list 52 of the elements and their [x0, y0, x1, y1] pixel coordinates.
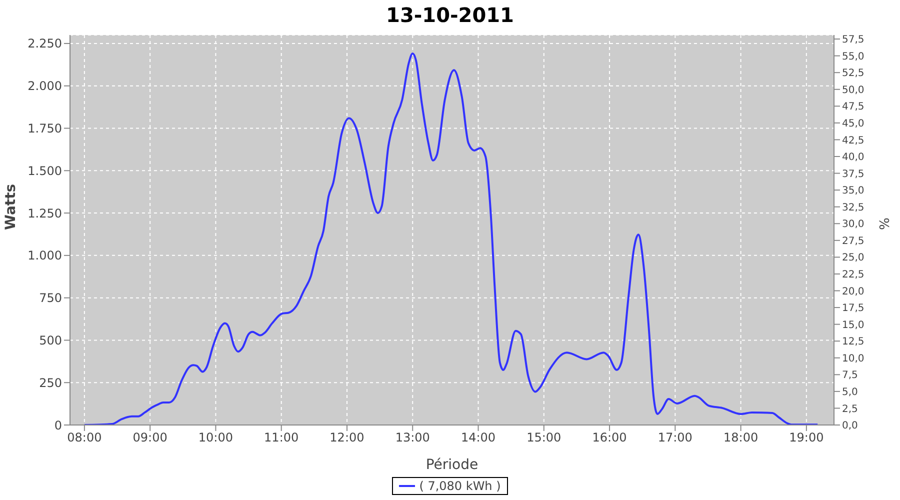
y-tick-label: 1.500: [28, 164, 62, 178]
y2-tick-label: 7,5: [842, 370, 858, 382]
x-tick-label: 19:00: [789, 430, 824, 445]
y2-tick-label: 22,5: [842, 270, 864, 281]
x-tick-label: 13:00: [395, 430, 430, 445]
y2-axis-title: %: [875, 218, 890, 230]
chart-title: 13-10-2011: [385, 2, 515, 29]
y2-tick-label: 35,0: [842, 186, 864, 197]
y-tick-label: 500: [39, 333, 62, 348]
y-tick-label: 1.750: [28, 122, 62, 136]
y2-tick-label: 45,0: [842, 118, 864, 130]
y2-tick-label: 30,0: [842, 219, 864, 230]
y2-tick-label: 57,5: [842, 34, 864, 46]
y2-tick-label: 42,5: [842, 135, 864, 146]
y2-tick-label: 32,5: [842, 202, 864, 214]
y2-tick-label: 5,0: [842, 386, 858, 398]
y2-tick-label: 17,5: [842, 303, 864, 314]
x-tick-label: 18:00: [724, 430, 758, 445]
y2-tick-label: 27,5: [842, 236, 864, 247]
y2-tick-label: 52,5: [842, 68, 864, 80]
y-tick-label: 750: [39, 291, 62, 306]
y2-tick-label: 55,0: [842, 51, 864, 62]
y2-tick-label: 20,0: [842, 286, 864, 298]
x-tick-label: 10:00: [198, 430, 234, 445]
line-series: [83, 52, 819, 425]
x-tick-label: 14:00: [460, 430, 496, 445]
y-tick-label: 2.000: [28, 79, 62, 94]
y-tick-label: 250: [39, 376, 62, 390]
y-axis-title: Watts: [2, 184, 19, 230]
y-tick-label: 1.250: [28, 206, 62, 220]
x-tick-label: 08:00: [67, 430, 102, 445]
x-tick-label: 16:00: [592, 430, 627, 445]
y2-tick-label: 37,5: [842, 168, 864, 180]
x-tick-label: 15:00: [526, 430, 562, 445]
x-tick-label: 12:00: [330, 430, 364, 445]
y2-tick-label: 15,0: [842, 320, 864, 331]
x-tick-label: 17:00: [658, 430, 692, 445]
y2-tick-label: 50,0: [842, 84, 864, 96]
y-tick-label: 0: [54, 418, 62, 432]
y2-tick-label: 40,0: [842, 152, 864, 164]
y-tick-label: 2.250: [28, 36, 62, 51]
y2-tick-label: 12,5: [842, 336, 864, 348]
x-tick-label: 11:00: [264, 430, 299, 445]
y2-tick-label: 2,5: [842, 404, 858, 415]
x-tick-label: 09:00: [132, 430, 168, 445]
legend-label: ( 7,080 kWh ): [392, 477, 508, 495]
y2-tick-label: 25,0: [842, 252, 864, 264]
y2-tick-label: 0,0: [842, 420, 858, 432]
y2-tick-label: 47,5: [842, 102, 864, 113]
x-axis-title: Période: [426, 457, 478, 473]
y2-tick-label: 10,0: [842, 353, 864, 364]
y-tick-label: 1.000: [28, 248, 62, 263]
